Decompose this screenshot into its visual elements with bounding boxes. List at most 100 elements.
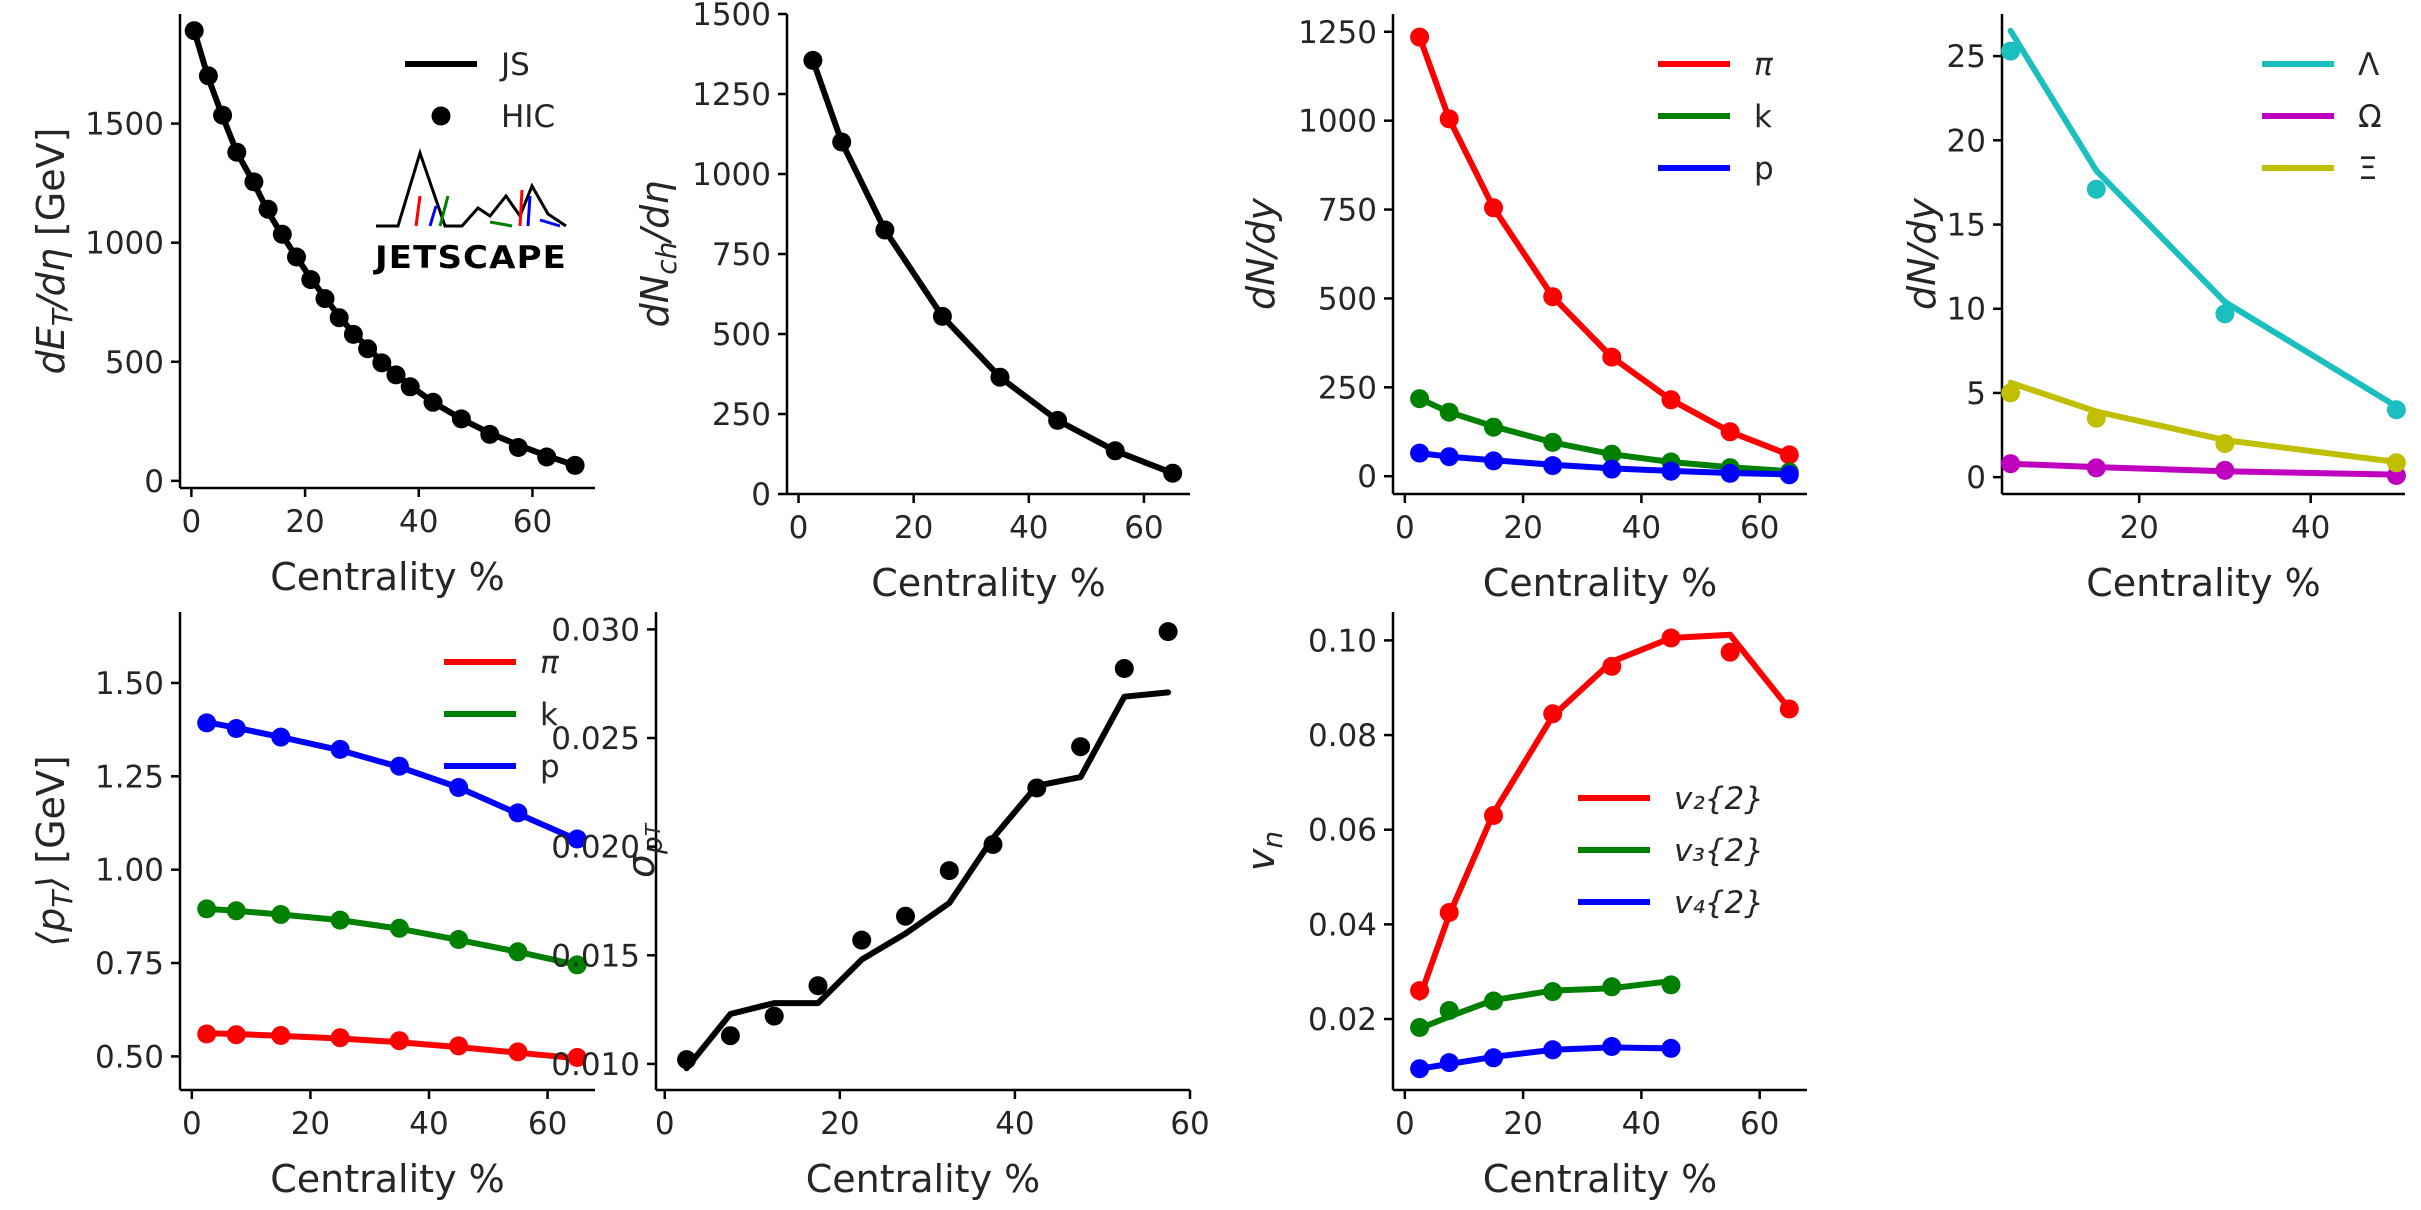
p5-data-point bbox=[330, 739, 350, 759]
p3-xtick-label: 0 bbox=[1395, 510, 1415, 546]
p7-data-point bbox=[1602, 1037, 1622, 1056]
p6-data-point bbox=[852, 930, 872, 950]
p5-data-point bbox=[330, 1028, 350, 1048]
p1-data-point bbox=[315, 289, 335, 309]
logo-red-jet-2 bbox=[518, 189, 524, 227]
p1-data-point bbox=[213, 105, 233, 125]
p4-legend: ΛΩΞ bbox=[2262, 47, 2382, 187]
p5-data-point bbox=[449, 1036, 469, 1056]
p4-xtick-label: 40 bbox=[2291, 510, 2330, 546]
p1-data-point bbox=[480, 424, 500, 444]
p1-data-point bbox=[287, 247, 306, 267]
p2-xtick-label: 40 bbox=[1009, 510, 1048, 546]
p5-legend-label: p bbox=[540, 749, 560, 785]
p7-legend-label: v₃{2} bbox=[1674, 833, 1764, 869]
p5-ytick-label: 1.00 bbox=[95, 853, 164, 889]
p5-data-point bbox=[271, 1026, 291, 1045]
p5-data-point bbox=[389, 918, 409, 938]
p7-xlabel: Centrality % bbox=[1483, 1157, 1718, 1201]
p6-ytick-label: 0.025 bbox=[551, 721, 640, 757]
p1-data-point bbox=[301, 270, 321, 290]
p6-data-point bbox=[896, 906, 915, 926]
p3-data-point bbox=[1484, 451, 1503, 471]
p7-data-point bbox=[1543, 1040, 1563, 1060]
logo-text: JETSCAPE bbox=[373, 240, 567, 276]
p3-ytick-label: 1250 bbox=[1298, 15, 1377, 51]
p7-ytick-label: 0.06 bbox=[1308, 813, 1377, 849]
p6-data-point bbox=[720, 1026, 740, 1046]
chart-p6: 0 20 40 60 0.010 0.015 0.020 0.025 0.030 Centrali… bbox=[551, 612, 1210, 1201]
p4-data-point bbox=[2086, 179, 2106, 199]
p6-data-point bbox=[677, 1050, 697, 1070]
p2-ytick-label: 500 bbox=[712, 317, 771, 353]
p5-xtick-label: 60 bbox=[528, 1106, 567, 1142]
p4-data-point bbox=[2086, 458, 2106, 478]
p1-data-point bbox=[565, 455, 585, 475]
p5-data-point bbox=[449, 930, 469, 949]
p1-data-point bbox=[508, 438, 528, 457]
p1-data-point bbox=[400, 377, 420, 397]
p2-data-point bbox=[1105, 441, 1125, 461]
p5-data-point bbox=[226, 901, 246, 921]
p4-data-point bbox=[2086, 408, 2106, 428]
p2-data-point bbox=[1163, 463, 1183, 483]
p1-ytick-label: 500 bbox=[105, 345, 164, 381]
p4-data-point bbox=[2001, 383, 2021, 403]
p1-legend-label: HIC bbox=[501, 99, 555, 135]
p6-data-point bbox=[983, 835, 1003, 854]
p1-data-point bbox=[451, 409, 471, 429]
p1-xtick-label: 20 bbox=[285, 504, 324, 540]
logo-red-jet bbox=[414, 195, 422, 227]
logo-mountain-line bbox=[376, 148, 567, 228]
p6-data-point bbox=[1114, 659, 1134, 678]
p5-data-point bbox=[567, 1048, 587, 1067]
p5-data-point bbox=[508, 803, 528, 823]
p3-ytick-label: 1000 bbox=[1298, 104, 1377, 140]
p2-data-point bbox=[803, 50, 823, 70]
p7-ytick-label: 0.10 bbox=[1308, 623, 1377, 659]
p2-ytick-label: 0 bbox=[751, 477, 771, 513]
p3-data-point bbox=[1720, 422, 1740, 442]
logo-blue-jet-2 bbox=[526, 195, 532, 227]
p5-data-point bbox=[389, 1031, 409, 1051]
p4-data-point bbox=[2386, 400, 2406, 420]
p5-data-point bbox=[226, 719, 246, 738]
p4-data-point bbox=[2215, 460, 2235, 480]
p7-data-point bbox=[1484, 806, 1503, 825]
p1-legend-marker bbox=[431, 106, 451, 126]
p2-xtick-label: 60 bbox=[1124, 510, 1163, 546]
jetscape-logo: JETSCAPE bbox=[373, 148, 567, 276]
p5-ytick-label: 1.25 bbox=[95, 759, 164, 795]
logo-green-jet bbox=[438, 195, 450, 227]
p5-data-point bbox=[330, 910, 350, 930]
p6-data-point bbox=[939, 861, 959, 881]
p4-series-line bbox=[2007, 27, 2400, 410]
p1-ytick-label: 1000 bbox=[85, 226, 164, 262]
p7-xtick-label: 60 bbox=[1740, 1106, 1779, 1142]
p7-data-point bbox=[1439, 1001, 1459, 1020]
p1-data-point bbox=[272, 224, 292, 244]
chart-p2: 0 20 40 60 0 250 500 750 1000 1250 1500 Centrality … bbox=[633, 0, 1190, 605]
p3-legend-label: k bbox=[1754, 99, 1772, 135]
p2-ylabel: dNch/dη bbox=[633, 181, 683, 328]
p1-legend-label: JS bbox=[499, 47, 530, 83]
p2-series-line bbox=[809, 57, 1176, 477]
p4-data-point bbox=[2215, 434, 2235, 453]
p6-ylabel: σpT bbox=[619, 822, 669, 878]
p6-data-point bbox=[1158, 622, 1178, 642]
p3-data-point bbox=[1410, 27, 1430, 47]
p7-xtick-label: 40 bbox=[1622, 1106, 1661, 1142]
p3-data-point bbox=[1602, 459, 1622, 479]
p5-data-point bbox=[226, 1025, 246, 1045]
p6-data-point bbox=[764, 1006, 784, 1026]
p5-xtick-label: 0 bbox=[182, 1106, 202, 1142]
p7-data-point bbox=[1602, 977, 1622, 997]
p4-data-point bbox=[2001, 41, 2021, 61]
p1-series-line bbox=[191, 27, 579, 469]
p5-ytick-label: 1.50 bbox=[95, 666, 164, 702]
p6-data-point bbox=[1071, 737, 1091, 757]
p3-data-point bbox=[1720, 463, 1740, 483]
p2-xtick-label: 20 bbox=[894, 510, 933, 546]
p3-xtick-label: 40 bbox=[1622, 510, 1661, 546]
p3-legend-label: π bbox=[1754, 47, 1774, 83]
